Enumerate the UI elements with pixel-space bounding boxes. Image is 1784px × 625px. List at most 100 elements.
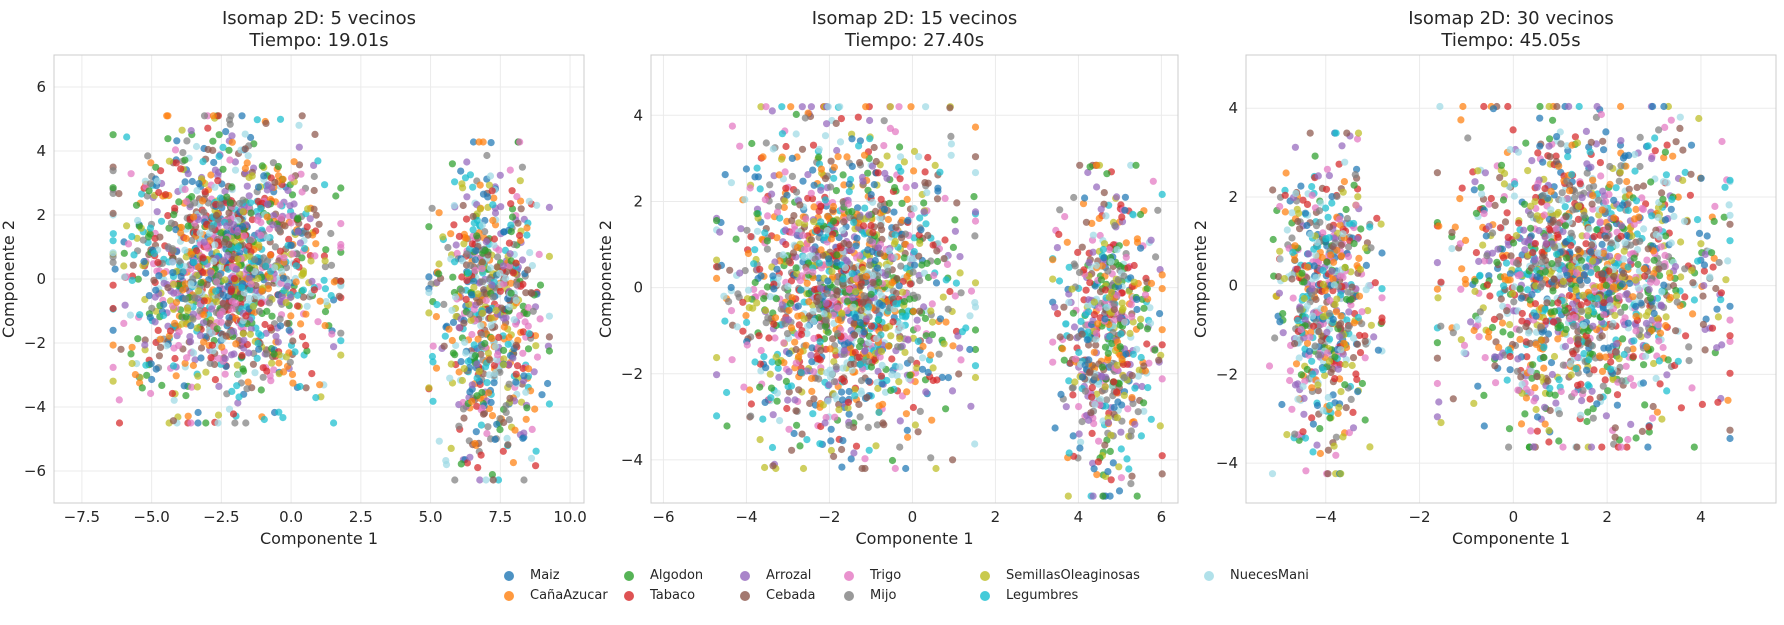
data-point [152, 365, 160, 373]
data-point [928, 416, 936, 424]
data-point [1082, 218, 1090, 226]
data-point [1104, 419, 1112, 427]
data-point [134, 335, 142, 343]
data-point [261, 320, 269, 329]
data-point [844, 404, 852, 412]
data-point [1085, 356, 1093, 364]
data-point [224, 251, 232, 259]
data-point [182, 234, 190, 243]
data-point [303, 223, 311, 231]
data-point [936, 315, 945, 323]
data-point [269, 159, 277, 167]
data-point [435, 437, 443, 445]
data-point [821, 322, 830, 330]
data-point [911, 421, 920, 429]
data-point [429, 397, 437, 405]
data-point [1106, 332, 1114, 341]
data-point [971, 169, 980, 177]
data-point [1158, 271, 1166, 279]
data-point [229, 410, 238, 418]
data-point [155, 352, 163, 360]
data-point [855, 142, 863, 150]
data-point [171, 319, 179, 327]
data-point [1492, 338, 1500, 346]
data-point [1103, 170, 1111, 178]
data-point [209, 347, 217, 355]
data-point [1314, 387, 1322, 395]
data-point [228, 183, 236, 191]
data-point [739, 327, 747, 335]
data-point [821, 419, 829, 427]
x-tick-label: 2.5 [349, 508, 373, 526]
data-point [303, 302, 311, 310]
data-point [488, 412, 497, 420]
data-point [263, 186, 271, 194]
data-point [1433, 259, 1441, 267]
data-point [922, 103, 930, 111]
data-point [528, 262, 537, 270]
data-point [855, 353, 863, 361]
data-point [451, 476, 459, 484]
data-point [713, 354, 721, 362]
data-point [958, 328, 967, 336]
data-point [957, 289, 965, 297]
data-point [283, 282, 292, 290]
data-point [1347, 268, 1355, 276]
data-point [727, 283, 735, 292]
data-point [144, 233, 153, 241]
scatter-points [1265, 102, 1734, 478]
data-point [861, 204, 869, 212]
data-point [726, 266, 734, 274]
data-point [817, 246, 825, 254]
data-point [835, 406, 843, 414]
data-point [1130, 278, 1138, 286]
data-point [800, 253, 808, 261]
data-point [514, 219, 522, 227]
data-point [460, 240, 468, 248]
data-point [906, 371, 914, 379]
data-point [208, 329, 216, 337]
data-point [845, 286, 854, 294]
y-tick-label: 0 [36, 270, 46, 288]
data-point [196, 332, 204, 340]
data-point [287, 241, 295, 249]
data-point [896, 363, 904, 371]
data-point [1143, 325, 1152, 333]
data-point [214, 411, 223, 419]
data-point [792, 359, 800, 367]
data-point [946, 287, 954, 296]
data-point [276, 322, 285, 330]
data-point [931, 161, 939, 169]
chart-subtitle: Tiempo: 27.40s [844, 30, 984, 51]
data-point [207, 269, 215, 277]
data-point [238, 351, 246, 360]
data-point [494, 476, 503, 484]
data-point [1049, 275, 1057, 283]
data-point [1115, 463, 1123, 471]
data-point [249, 360, 257, 368]
data-point [1069, 432, 1077, 440]
data-point [878, 361, 886, 369]
data-point [792, 345, 800, 354]
data-point [184, 170, 192, 178]
data-point [848, 135, 856, 143]
data-point [516, 231, 524, 240]
data-point [200, 338, 208, 346]
data-point [295, 143, 303, 151]
data-point [162, 342, 171, 350]
data-point [855, 343, 864, 351]
data-point [1286, 367, 1294, 375]
data-point [182, 313, 190, 321]
data-point [1144, 384, 1152, 392]
data-point [213, 325, 221, 333]
data-point [914, 428, 922, 436]
data-point [469, 212, 477, 221]
data-point [316, 381, 324, 389]
data-point [209, 112, 217, 120]
data-point [505, 416, 513, 424]
data-point [221, 238, 229, 246]
data-point [949, 342, 957, 350]
data-point [854, 204, 862, 212]
data-point [283, 319, 291, 328]
data-point [924, 368, 932, 376]
